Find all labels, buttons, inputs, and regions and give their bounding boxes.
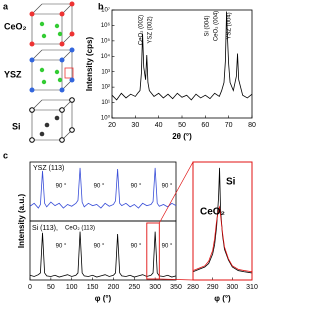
annotation: YSZ (004)	[227, 12, 233, 39]
y-tick-label: 10³	[101, 69, 110, 75]
data-line	[111, 11, 253, 101]
x-tick-label: 100	[66, 284, 78, 291]
series-label: Si	[226, 177, 236, 188]
zoom-connector	[159, 278, 194, 281]
x-tick-label: 150	[87, 284, 99, 291]
x-tick-label: 50	[178, 122, 186, 129]
x-tick-label: 300	[226, 284, 238, 291]
annotation: CeO₂ (002)	[139, 15, 145, 45]
annotation: 90 °	[94, 244, 105, 250]
data-line	[29, 167, 177, 209]
y-axis-label: Intensity (a.u.)	[17, 194, 26, 249]
panel-label: b	[98, 1, 104, 11]
data-line	[192, 205, 253, 273]
annotation: 90 °	[56, 184, 67, 190]
y-tick-label: 10⁵	[101, 37, 111, 44]
figure: a b c CeO₂ YSZ Si 20 30 40 50 60 70 80 10⁰ 10¹ 10…	[3, 1, 258, 303]
x-tick-label: 50	[47, 284, 55, 291]
annotation: Si (004)	[205, 15, 211, 36]
x-tick-label: 300	[149, 284, 161, 291]
x-tick-label: 280	[187, 284, 199, 291]
panel-label: c	[3, 150, 8, 160]
y-axis-label: Intensity (cps)	[85, 37, 94, 92]
x-axis-label: 2θ (°)	[172, 132, 192, 141]
annotation: 90 °	[162, 244, 173, 250]
diagram-label: Si	[12, 121, 21, 131]
series-label: Si (113),	[32, 225, 58, 232]
annotation: CeO₂ (113)	[65, 226, 95, 232]
series-label: CeO₂	[200, 207, 225, 218]
annotation: YSZ (002)	[148, 16, 154, 43]
x-tick-label: 350	[170, 284, 182, 291]
diagram-label: YSZ	[4, 69, 22, 79]
diagram-label: CeO₂	[4, 21, 27, 31]
y-tick-label: 10⁶	[101, 22, 111, 29]
data-line	[29, 231, 177, 278]
x-tick-label: 40	[155, 122, 163, 129]
x-tick-label: 60	[201, 122, 209, 129]
x-tick-label: 80	[248, 122, 256, 129]
annotation: 90 °	[162, 184, 173, 190]
series-label: YSZ (113)	[33, 165, 64, 172]
zoom-box	[146, 222, 160, 280]
annotation: 90 °	[56, 244, 67, 250]
inset-frame	[192, 161, 253, 281]
x-tick-label: 0	[28, 284, 32, 291]
plot-frame	[29, 220, 177, 281]
x-tick-label: 30	[131, 122, 139, 129]
y-tick-label: 10²	[101, 85, 110, 91]
y-tick-label: 10⁷	[101, 7, 110, 14]
x-tick-label: 70	[225, 122, 233, 129]
data-line	[192, 167, 253, 274]
x-tick-label: 20	[108, 122, 116, 129]
y-tick-label: 10¹	[101, 100, 110, 106]
crystal-diagram	[29, 1, 75, 143]
x-axis-label: φ (°)	[214, 294, 231, 303]
annotation: CeO₂ (004)	[214, 11, 220, 41]
zoom-connector	[159, 161, 194, 224]
annotation: 90 °	[94, 184, 105, 190]
x-axis-label: φ (°)	[95, 294, 112, 303]
x-tick-label: 250	[128, 284, 140, 291]
x-tick-label: 290	[207, 284, 219, 291]
plot-frame	[192, 161, 253, 281]
x-tick-label: 200	[108, 284, 120, 291]
annotation: 90 °	[131, 184, 142, 190]
annotation: 90 °	[131, 244, 142, 250]
y-tick-label: 10⁰	[101, 115, 111, 122]
x-tick-label: 310	[246, 284, 258, 291]
y-tick-label: 10⁴	[101, 53, 111, 60]
panel-label: a	[3, 1, 9, 11]
